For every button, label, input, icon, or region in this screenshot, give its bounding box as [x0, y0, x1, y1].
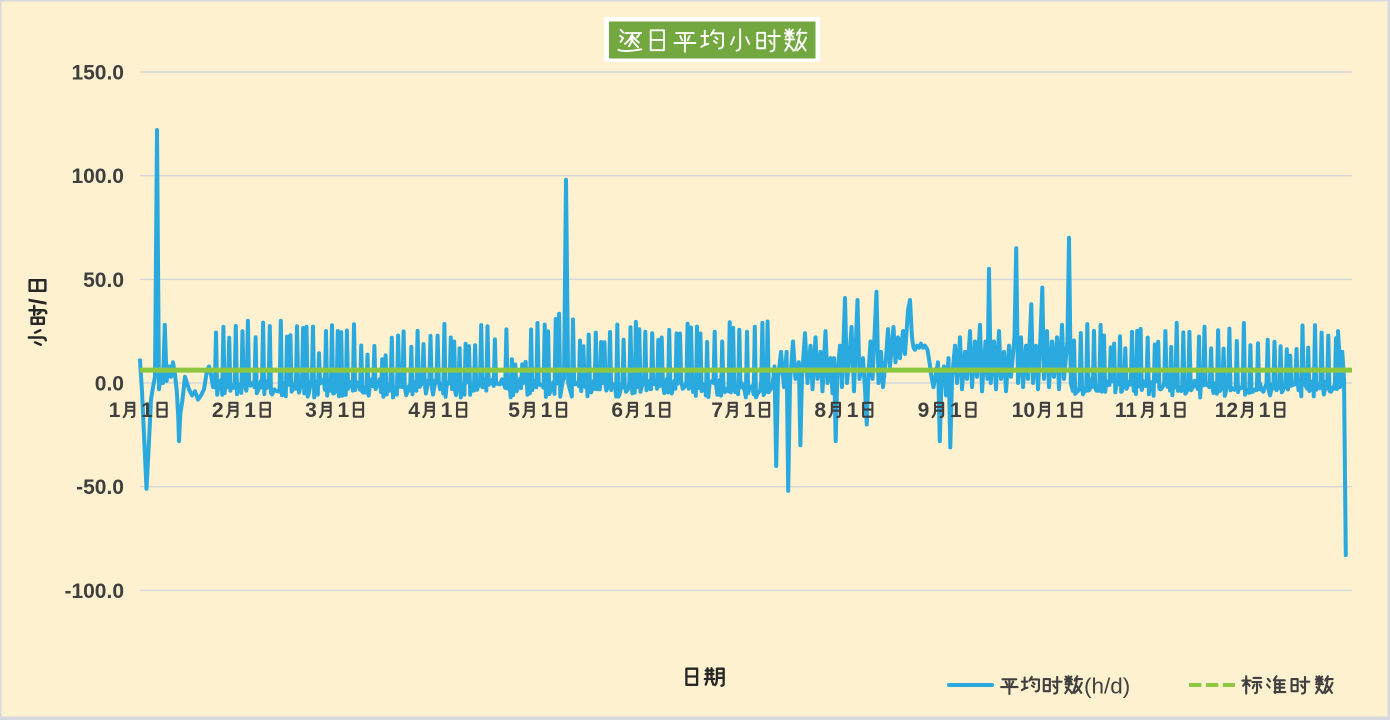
svg-text:1: 1: [744, 399, 756, 422]
svg-text:9: 9: [918, 399, 930, 422]
svg-text:12: 12: [1215, 399, 1238, 422]
svg-text:3: 3: [305, 399, 317, 422]
svg-text:8: 8: [814, 399, 826, 422]
svg-text:-50.0: -50.0: [76, 476, 124, 499]
svg-text:1: 1: [244, 399, 256, 422]
svg-text:50.0: 50.0: [83, 269, 124, 292]
svg-text:2: 2: [212, 399, 224, 422]
svg-text:1: 1: [1159, 399, 1171, 422]
svg-text:-100.0: -100.0: [64, 580, 124, 603]
svg-text:1: 1: [950, 399, 962, 422]
svg-text:1: 1: [1056, 399, 1068, 422]
svg-text:1: 1: [141, 399, 153, 422]
svg-text:1: 1: [338, 399, 350, 422]
svg-text:/: /: [25, 298, 52, 305]
svg-text:4: 4: [408, 399, 420, 422]
svg-text:1: 1: [644, 399, 656, 422]
svg-text:1: 1: [1259, 399, 1271, 422]
svg-text:10: 10: [1012, 399, 1035, 422]
svg-text:11: 11: [1115, 399, 1138, 422]
svg-text:1: 1: [441, 399, 453, 422]
svg-text:(h/d): (h/d): [1084, 674, 1130, 699]
svg-text:150.0: 150.0: [71, 62, 124, 85]
svg-text:1: 1: [541, 399, 553, 422]
svg-text:6: 6: [611, 399, 623, 422]
svg-text:7: 7: [711, 399, 723, 422]
svg-text:1: 1: [847, 399, 859, 422]
svg-text:100.0: 100.0: [71, 165, 124, 188]
svg-text:5: 5: [508, 399, 520, 422]
svg-text:1: 1: [109, 399, 121, 422]
svg-text:0.0: 0.0: [95, 373, 124, 396]
